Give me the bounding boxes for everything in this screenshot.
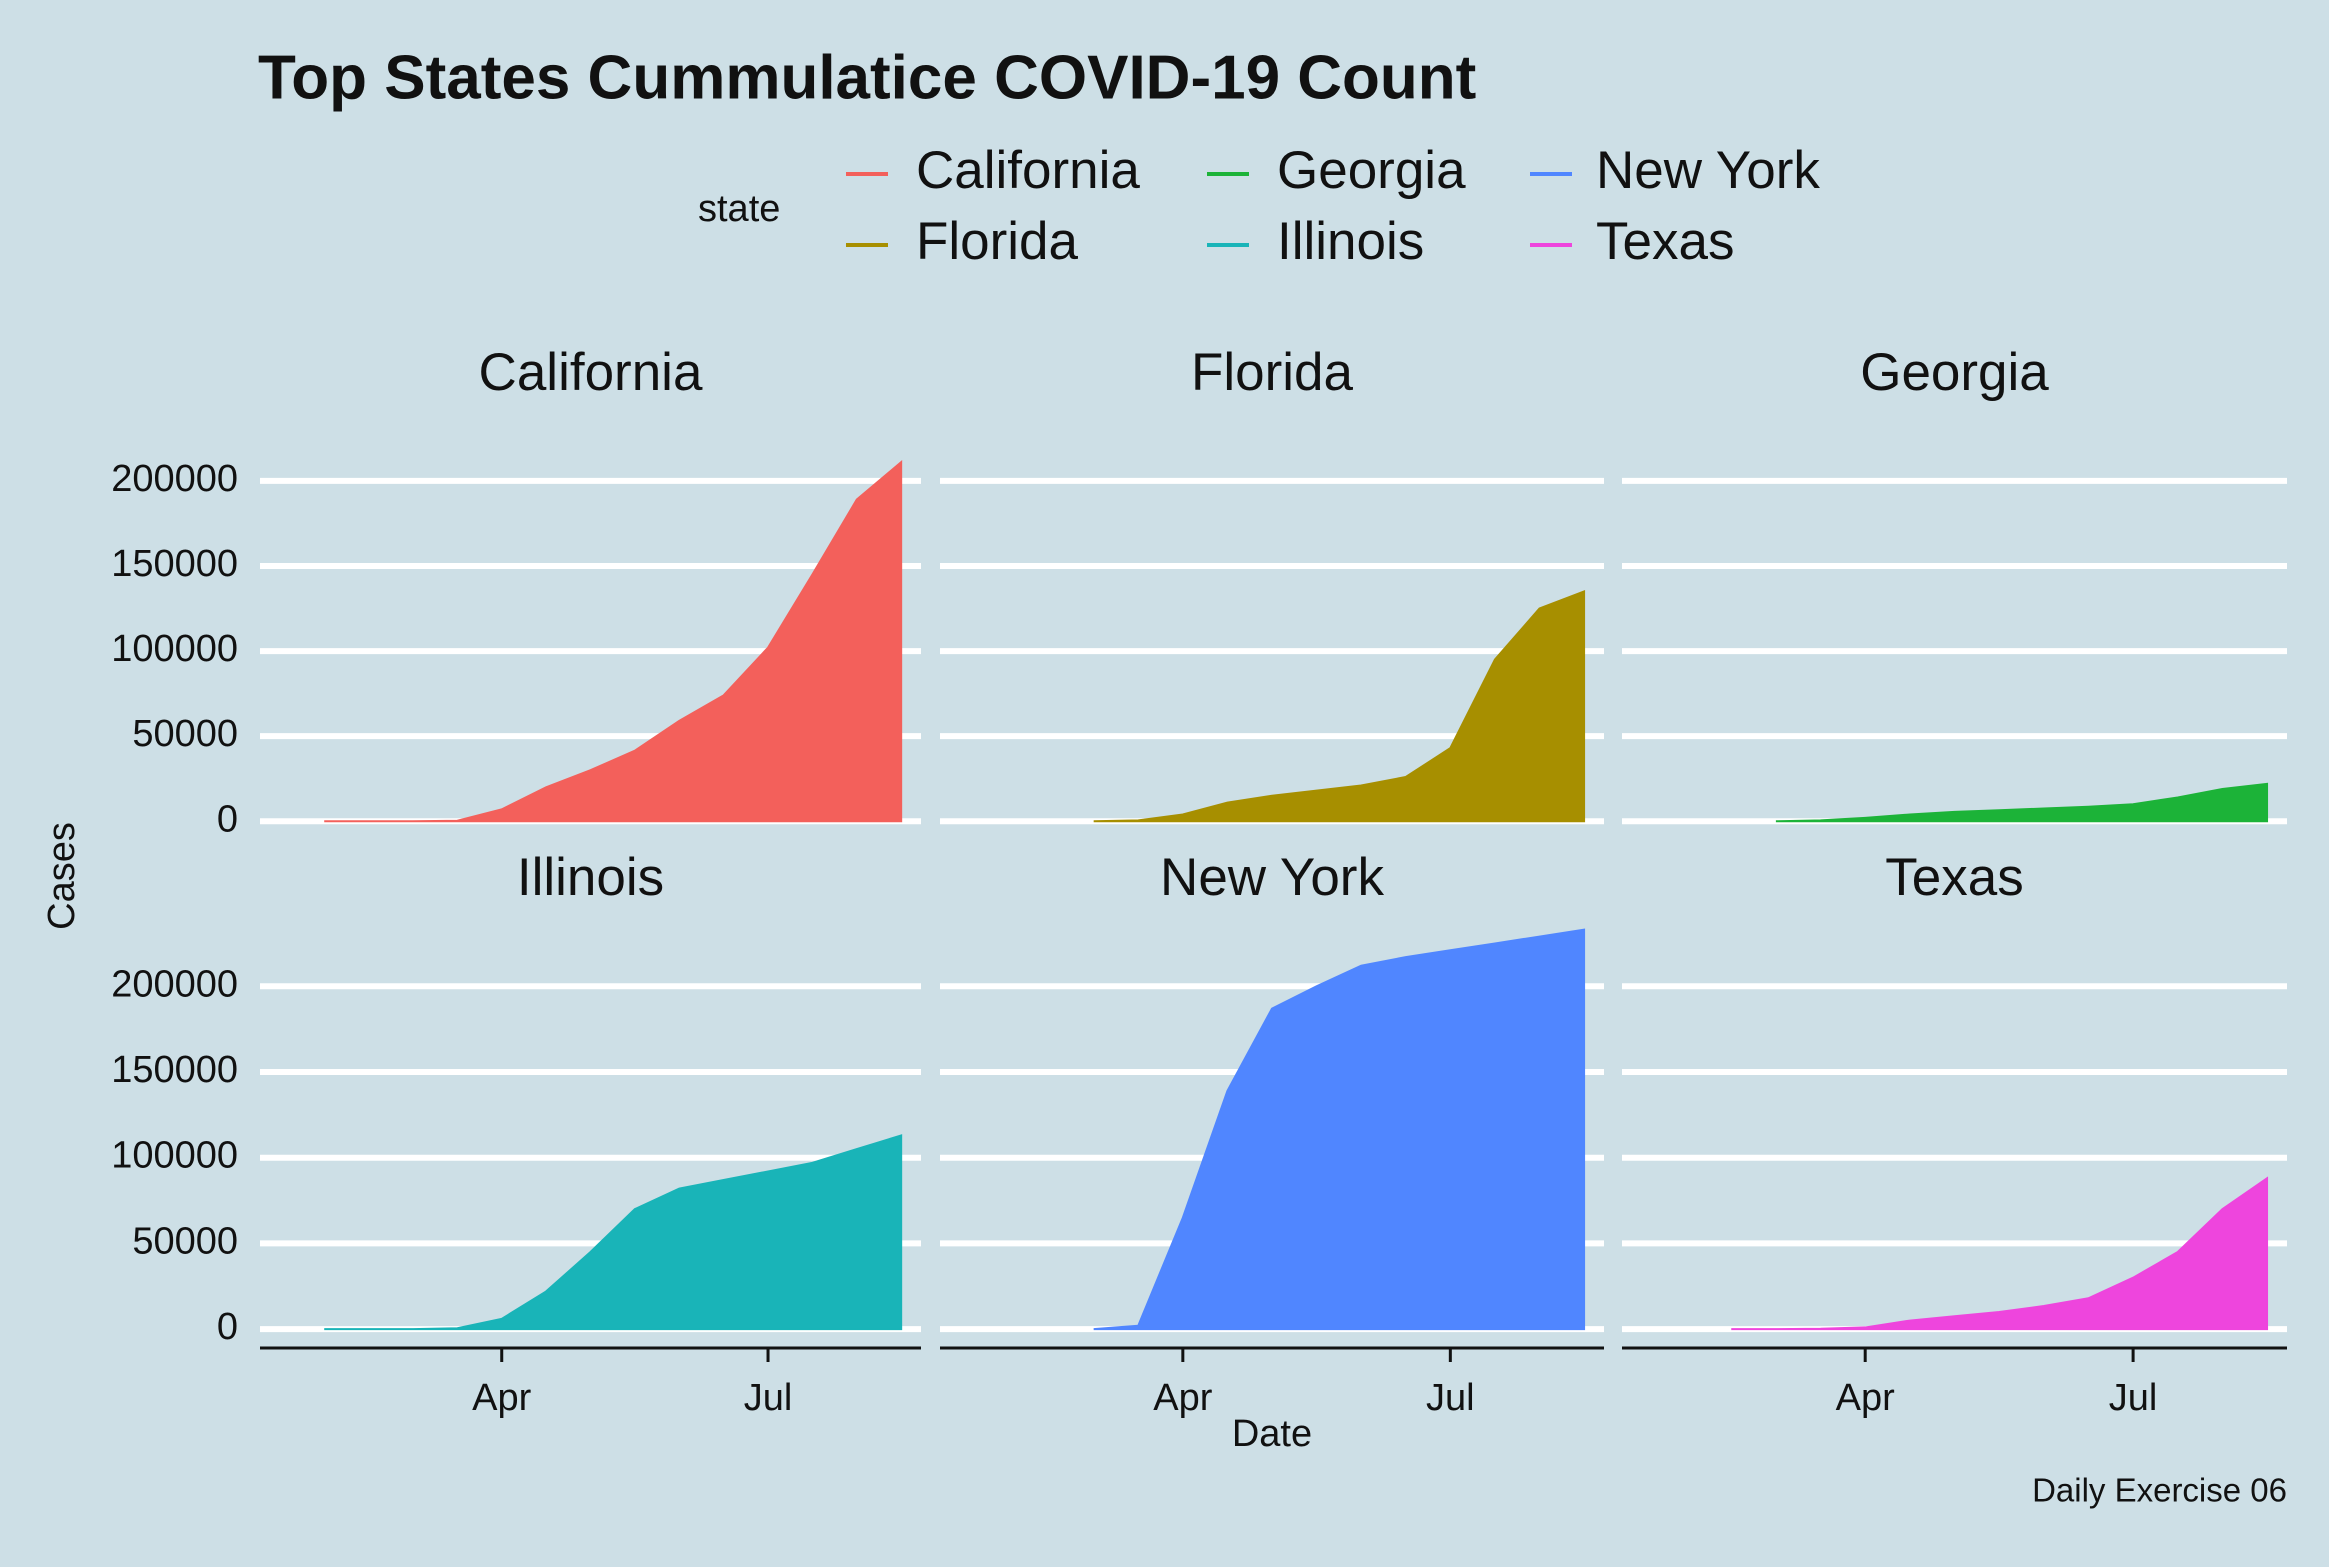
legend-label: New York (1596, 141, 1820, 200)
y-axis-title: Cases (41, 822, 83, 930)
facet-title: Georgia (1860, 343, 2049, 402)
legend-label: Texas (1596, 212, 1734, 271)
legend-label: Georgia (1277, 141, 1466, 200)
y-tick-label: 0 (217, 798, 238, 840)
x-tick-label: Jul (2109, 1377, 2158, 1419)
x-axis-title: Date (1232, 1413, 1312, 1455)
facet-title: Florida (1191, 343, 1354, 402)
facet-title: Illinois (517, 848, 664, 907)
area (1093, 928, 1586, 1331)
area (1093, 590, 1586, 823)
area (324, 459, 903, 823)
x-tick-label: Apr (1836, 1377, 1895, 1419)
facet-title: New York (1160, 848, 1384, 907)
legend-label: Illinois (1277, 212, 1424, 271)
area (1775, 782, 2269, 823)
y-tick-label: 100000 (111, 1135, 238, 1177)
facet-title: Texas (1885, 848, 2023, 907)
x-tick-label: Jul (744, 1377, 793, 1419)
legend-label: Florida (916, 212, 1079, 271)
legend-label: California (916, 141, 1140, 200)
x-tick-label: Apr (472, 1377, 531, 1419)
x-tick-label: Jul (1426, 1377, 1475, 1419)
facet-title: California (479, 343, 703, 402)
area (1731, 1176, 2269, 1331)
y-tick-label: 50000 (132, 1220, 238, 1262)
y-tick-label: 100000 (111, 628, 238, 670)
y-tick-label: 200000 (111, 458, 238, 500)
x-tick-label: Apr (1153, 1377, 1212, 1419)
y-tick-label: 0 (217, 1306, 238, 1348)
caption: Daily Exercise 06 (2032, 1472, 2287, 1509)
y-tick-label: 50000 (132, 713, 238, 755)
y-tick-label: 150000 (111, 543, 238, 585)
area (324, 1134, 903, 1331)
chart-title: Top States Cummulatice COVID-19 Count (258, 43, 1476, 112)
y-tick-label: 200000 (111, 963, 238, 1005)
y-tick-label: 150000 (111, 1049, 238, 1091)
legend-title: state (698, 188, 780, 230)
